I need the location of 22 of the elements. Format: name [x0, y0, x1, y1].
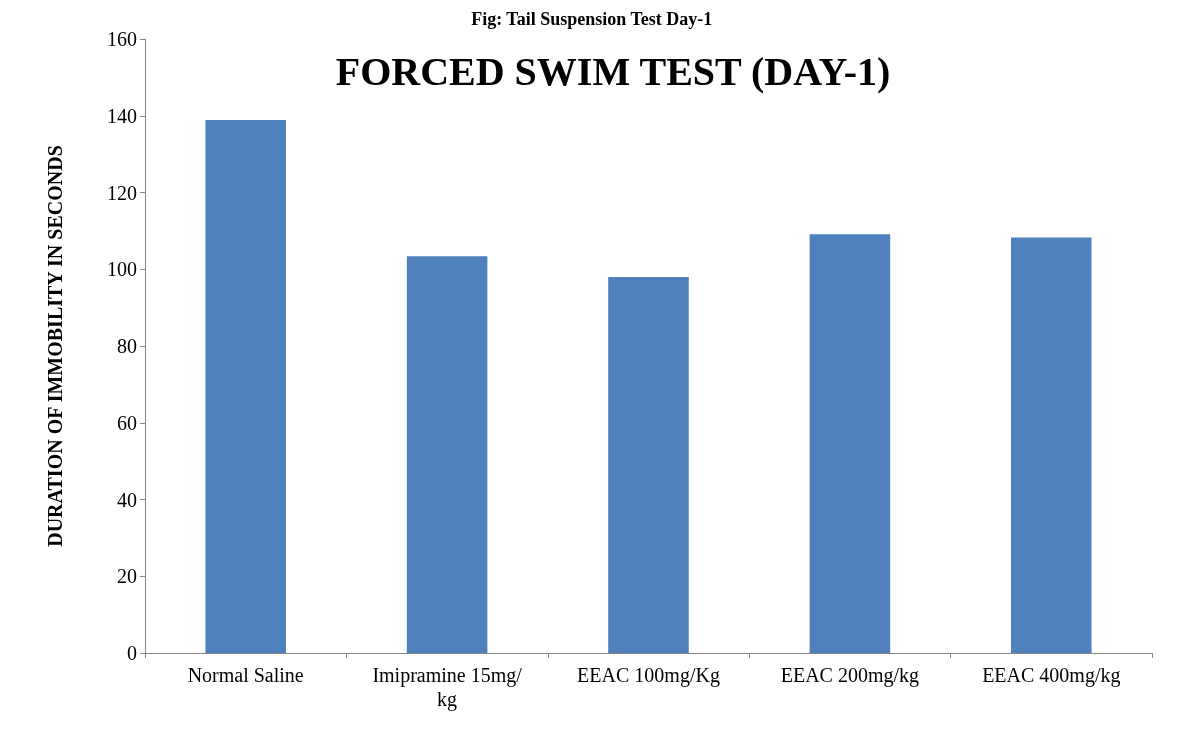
bar	[406, 256, 488, 653]
bar	[205, 119, 286, 653]
y-tick-label: 100	[107, 258, 137, 281]
bar	[608, 276, 689, 653]
y-tick-label: 80	[117, 335, 137, 357]
y-tick-label: 20	[117, 565, 137, 588]
x-tick-label: EEAC 200mg/kg	[780, 664, 920, 687]
x-tick-label: EEAC 400mg/kg	[982, 664, 1121, 687]
chart-title: FORCED SWIM TEST (DAY-1)	[335, 48, 891, 94]
x-tick-label: Imipramine 15mg/kg	[372, 664, 523, 711]
y-tick-label: 0	[127, 642, 137, 664]
y-tick-label: 140	[107, 104, 137, 127]
x-tick-label: Normal Saline	[187, 664, 304, 686]
bar	[809, 234, 891, 653]
x-tick-label: EEAC 100mg/Kg	[577, 664, 720, 687]
y-tick-label: 160	[107, 28, 137, 50]
y-tick-label: 40	[117, 488, 137, 511]
bar	[1011, 237, 1092, 653]
y-tick-label: 120	[107, 181, 137, 204]
y-axis-title: DURATION OF IMMOBILITY IN SECONDS	[44, 145, 66, 547]
text: Fig: Tail Suspension Test Day-1	[471, 9, 713, 29]
y-tick-label: 60	[117, 411, 137, 434]
